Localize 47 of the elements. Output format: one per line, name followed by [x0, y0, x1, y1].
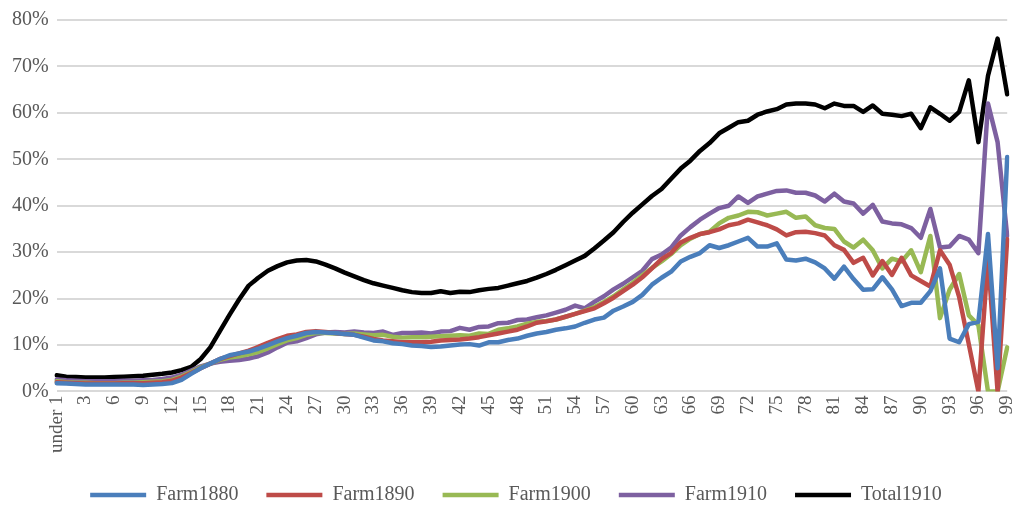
x-tick-label: 30 [332, 395, 354, 415]
x-tick-label: 63 [649, 395, 671, 415]
x-tick-label: 33 [361, 395, 383, 415]
x-tick-label: 21 [246, 395, 268, 415]
y-tick-label: 60% [11, 100, 49, 123]
y-tick-label: 30% [11, 239, 49, 262]
y-tick-label: 40% [11, 192, 49, 215]
x-tick-label: 90 [908, 395, 930, 415]
x-tick-label: 93 [937, 395, 959, 415]
x-tick-label: 81 [822, 395, 844, 415]
x-tick-label: 69 [707, 395, 729, 415]
x-tick-label: 99 [995, 395, 1017, 415]
x-tick-label: 9 [131, 395, 153, 405]
y-tick-label: 70% [11, 53, 49, 76]
legend-label: Farm1900 [508, 482, 591, 505]
x-tick-label: 75 [764, 395, 786, 415]
x-tick-label: 15 [188, 395, 210, 415]
x-tick-label: 24 [275, 394, 297, 415]
legend-label: Farm1880 [156, 482, 239, 505]
x-tick-label: 36 [390, 395, 412, 415]
x-tick-label: 84 [851, 394, 873, 415]
x-tick-label: 57 [591, 395, 613, 415]
y-tick-label: 20% [11, 285, 49, 308]
y-tick-label: 10% [11, 332, 49, 355]
x-tick-label: 51 [534, 395, 556, 415]
legend-label: Total1910 [861, 482, 942, 505]
x-tick-label: 66 [678, 395, 700, 415]
x-tick-label: 72 [735, 395, 757, 415]
x-tick-label: 54 [563, 394, 585, 415]
x-tick-label: 18 [217, 395, 239, 415]
x-tick-label: 12 [159, 395, 181, 415]
x-tick-label: 87 [879, 395, 901, 415]
x-tick-label: 42 [447, 395, 469, 415]
y-tick-label: 80% [11, 7, 49, 30]
y-tick-label: 50% [11, 146, 49, 169]
x-tick-label: 96 [966, 395, 988, 415]
y-tick-label: 0% [21, 378, 49, 401]
x-tick-label: 45 [476, 395, 498, 415]
x-tick-label: 60 [620, 395, 642, 415]
x-tick-label: 48 [505, 395, 527, 415]
x-tick-label: 3 [73, 395, 95, 405]
x-tick-label: 39 [419, 395, 441, 415]
x-tick-label: 78 [793, 395, 815, 415]
legend-label: Farm1890 [332, 482, 415, 505]
x-tick-label: 6 [102, 395, 124, 405]
x-tick-label: 27 [303, 395, 325, 415]
legend-label: Farm1910 [684, 482, 768, 505]
